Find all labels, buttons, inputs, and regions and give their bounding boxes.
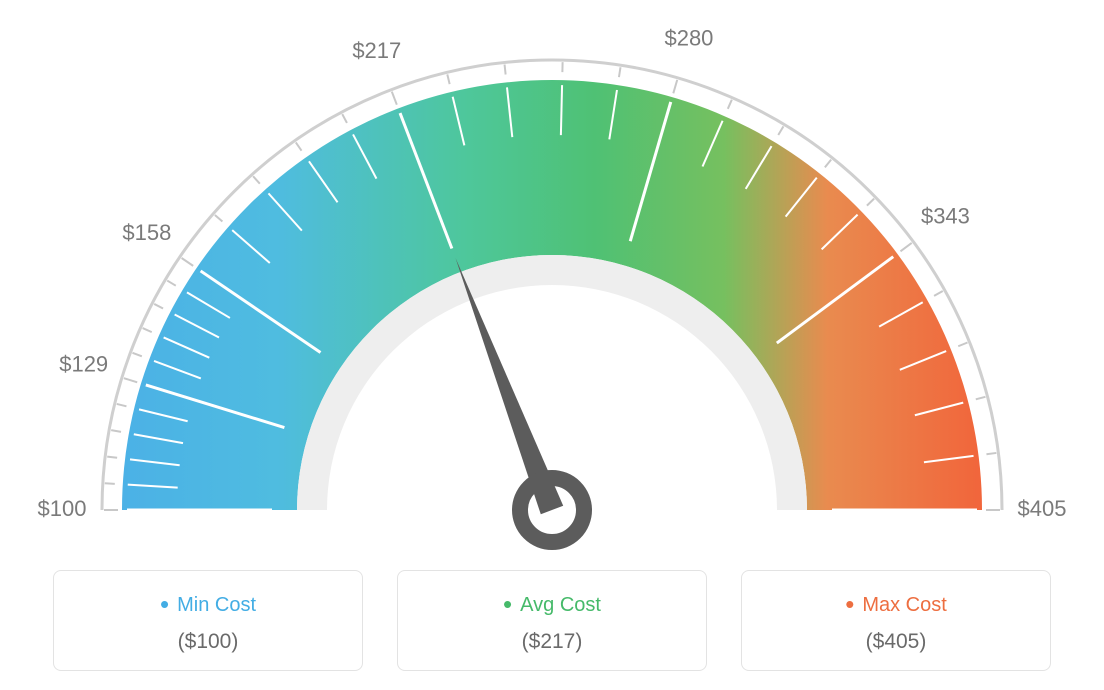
gauge-chart: $100 $129 $158 $217 $280 $343 $405 <box>0 0 1104 560</box>
legend-max: Max Cost ($405) <box>741 570 1051 671</box>
svg-text:$158: $158 <box>122 220 171 245</box>
legend-row: Min Cost ($100) Avg Cost ($217) Max Cost… <box>0 570 1104 671</box>
legend-max-label: Max Cost <box>754 589 1038 620</box>
svg-text:$217: $217 <box>352 38 401 63</box>
svg-text:$280: $280 <box>664 25 713 50</box>
svg-text:$100: $100 <box>38 496 87 521</box>
svg-text:$343: $343 <box>921 204 970 229</box>
legend-min-label: Min Cost <box>66 589 350 620</box>
svg-text:$405: $405 <box>1018 496 1067 521</box>
legend-min-value: ($100) <box>66 630 350 654</box>
legend-avg-value: ($217) <box>410 630 694 654</box>
legend-min: Min Cost ($100) <box>53 570 363 671</box>
legend-avg: Avg Cost ($217) <box>397 570 707 671</box>
legend-avg-label: Avg Cost <box>410 589 694 620</box>
legend-max-value: ($405) <box>754 630 1038 654</box>
svg-text:$129: $129 <box>59 352 108 377</box>
